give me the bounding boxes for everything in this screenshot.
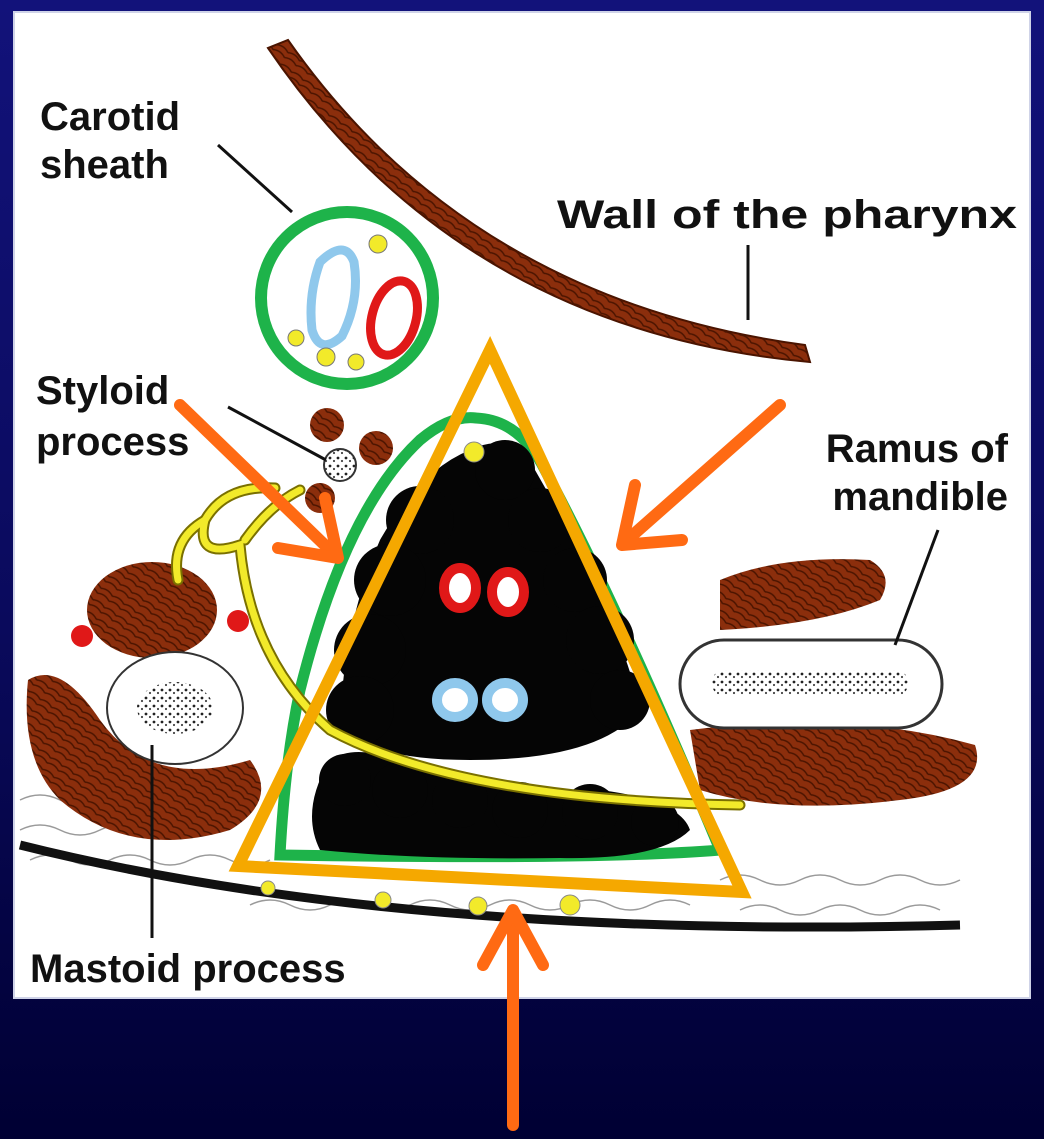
arrow-bottom	[477, 904, 549, 1131]
label-carotid-line1: Carotid	[40, 95, 180, 139]
nerve-branch-fill	[173, 484, 744, 809]
label-mastoid: Mastoid process	[30, 947, 346, 991]
label-carotid-line2: sheath	[40, 143, 169, 187]
arrow-left	[174, 399, 344, 564]
vagus-nerve-dots	[287, 234, 388, 371]
label-ramus-line1: Ramus of	[826, 427, 1009, 471]
styloid-process	[305, 408, 393, 513]
arrow-right	[616, 399, 786, 551]
label-ramus-line2: mandible	[832, 475, 1008, 519]
label-pharynx: Wall of the pharynx	[557, 193, 1017, 237]
mastoid-region	[26, 562, 262, 840]
nerve-dot-top	[463, 441, 485, 463]
ramus-of-mandible	[678, 559, 978, 806]
skin-line	[18, 840, 961, 932]
styloid-leader	[227, 405, 327, 462]
parapharyngeal-triangle	[228, 336, 752, 899]
carotid-sheath	[255, 206, 439, 390]
pharynx-wall	[266, 38, 812, 364]
label-styloid-line1: Styloid	[36, 369, 169, 413]
parapharyngeal-arteries	[439, 563, 529, 617]
lymph-nodes	[260, 880, 581, 916]
orange-arrows	[174, 399, 786, 1131]
leader-lines	[150, 143, 940, 938]
ramus-leader	[893, 529, 940, 646]
label-styloid-line2: process	[36, 420, 189, 464]
internal-jugular-vein	[306, 245, 360, 350]
carotid-artery	[366, 276, 422, 360]
parapharyngeal-veins	[432, 678, 528, 722]
carotid-leader	[216, 143, 294, 214]
